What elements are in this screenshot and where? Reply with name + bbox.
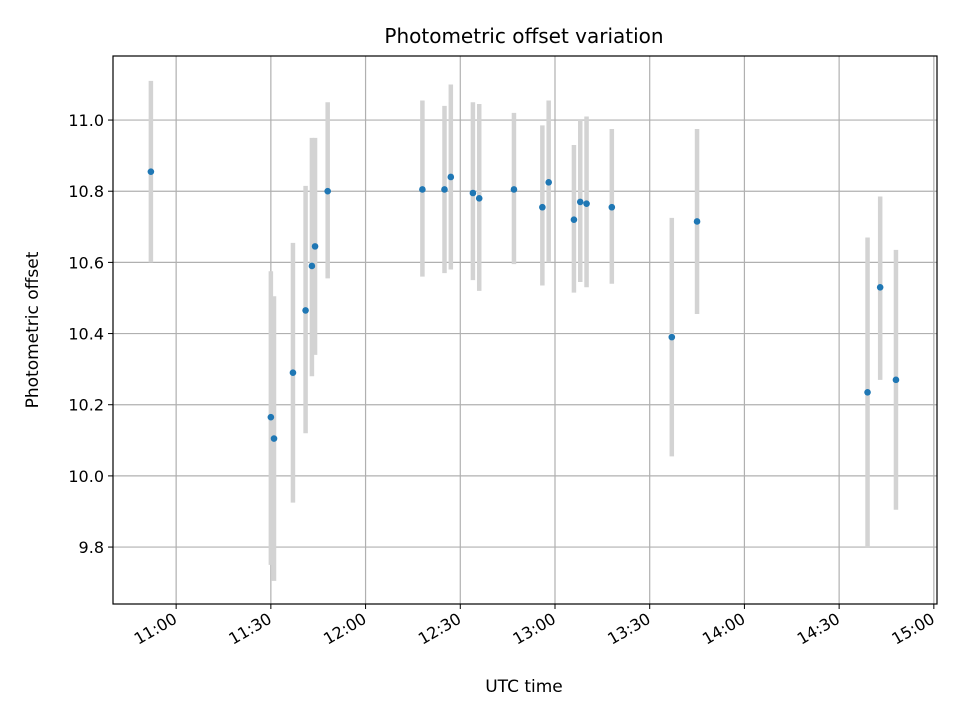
y-tick-label: 11.0 [68, 111, 104, 130]
data-point [608, 203, 616, 211]
data-point [302, 307, 309, 314]
data-point [270, 435, 278, 442]
data-point [308, 262, 316, 270]
data-point [267, 413, 275, 421]
y-tick-label: 10.6 [68, 253, 104, 272]
y-tick-label: 9.8 [79, 538, 104, 557]
y-tick-label: 10.2 [68, 396, 104, 415]
data-point [864, 388, 871, 396]
data-point [570, 216, 578, 223]
data-point [876, 283, 884, 291]
chart-title: Photometric offset variation [384, 24, 663, 48]
data-point [441, 186, 448, 193]
data-point [693, 218, 701, 225]
x-axis-label: UTC time [485, 677, 563, 697]
data-point [289, 369, 297, 377]
y-axis-label: Photometric offset [23, 251, 43, 408]
data-point [147, 168, 155, 175]
plot-frame [112, 55, 938, 605]
data-point [892, 376, 900, 384]
data-point [539, 203, 546, 211]
data-point [545, 179, 552, 186]
data-points [147, 168, 900, 442]
y-tick-label: 10.4 [68, 325, 104, 344]
data-point [583, 200, 590, 207]
y-tick-label: 10.8 [68, 182, 104, 201]
data-point [475, 195, 483, 202]
y-tick-label: 10.0 [68, 467, 104, 486]
data-point [324, 187, 331, 195]
data-point [447, 173, 455, 181]
data-point [668, 333, 676, 341]
y-axis-ticks: 9.8 10.0 10.2 10.4 10.6 10.8 11.0 [68, 111, 113, 557]
data-point [510, 186, 518, 193]
data-point [576, 198, 584, 206]
data-point [419, 186, 426, 193]
data-point [469, 189, 477, 197]
data-point [311, 243, 319, 250]
grid [113, 56, 937, 604]
